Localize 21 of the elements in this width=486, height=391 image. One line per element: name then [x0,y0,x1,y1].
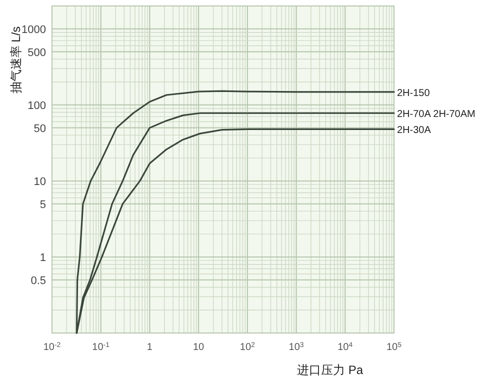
x-tick-label: 10 [193,342,205,353]
x-tick-label: 10$^{-1}$ [92,342,110,353]
x-tick-label: 10$^{3}$ [288,342,304,353]
y-tick-label: 100 [28,100,46,112]
y-tick-label: 1 [40,252,46,264]
series-label: 2H-30A [397,125,432,136]
x-tick-label: 10$^{-2}$ [43,342,61,353]
y-tick-label: 5 [40,198,46,211]
series-label: 2H-150 [397,88,430,99]
y-tick-label: 0.5 [30,274,46,287]
y-tick-label: 50 [34,122,46,135]
x-axis-title: 进口压力 Pa [296,363,364,377]
series-label: 2H-70A 2H-70AM [397,109,476,120]
x-tick-label: 10$^{5}$ [386,342,402,353]
y-tick-label: 10 [34,176,46,188]
y-tick-label: 500 [28,46,46,59]
x-tick-label: 1 [146,342,153,353]
y-axis-title: 抽气速率 L/s [9,26,23,94]
y-tick-label: 1000 [22,24,46,36]
x-tick-label: 10$^{4}$ [338,342,353,353]
x-tick-label: 10$^{2}$ [240,342,256,353]
